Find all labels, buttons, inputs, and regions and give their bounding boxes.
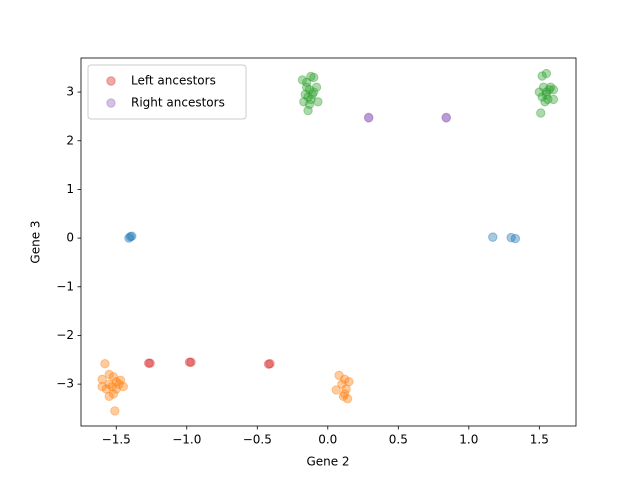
point — [104, 391, 114, 402]
point — [111, 384, 121, 394]
x-tick-label: −1.0 — [172, 433, 201, 447]
point — [186, 357, 196, 367]
point — [110, 406, 120, 416]
y-tick-label: 3 — [66, 85, 74, 99]
point — [306, 71, 316, 82]
point — [127, 231, 137, 241]
point — [340, 374, 350, 384]
point — [344, 377, 354, 387]
point — [97, 381, 107, 392]
legend-marker — [106, 98, 116, 108]
legend-label: Left ancestors — [131, 74, 216, 88]
point — [108, 389, 119, 399]
point — [541, 87, 552, 97]
x-tick-label: −1.5 — [102, 433, 131, 447]
point — [97, 374, 107, 384]
point — [104, 369, 114, 380]
point — [338, 391, 349, 402]
point — [541, 68, 552, 79]
y-tick-label: 0 — [66, 231, 74, 245]
point — [341, 384, 351, 394]
point — [111, 377, 121, 387]
x-tick-label: 0.0 — [318, 433, 337, 447]
point — [313, 97, 323, 107]
point — [334, 370, 344, 381]
point — [107, 381, 117, 392]
point — [540, 97, 550, 107]
point — [543, 94, 553, 105]
point — [510, 233, 521, 244]
point — [145, 358, 155, 368]
point — [104, 379, 114, 389]
point — [308, 72, 319, 83]
point — [311, 82, 322, 92]
point — [303, 92, 313, 102]
point — [115, 375, 126, 385]
point — [108, 372, 119, 382]
y-tick-label: −2 — [56, 328, 74, 342]
point — [537, 92, 547, 102]
x-tick-label: 1.5 — [530, 433, 549, 447]
point — [114, 379, 124, 389]
point — [300, 89, 310, 100]
point — [541, 89, 552, 100]
point — [340, 389, 350, 399]
point — [538, 82, 549, 92]
point — [184, 357, 195, 367]
legend-label: Right ancestors — [131, 96, 225, 110]
plot-frame — [80, 57, 577, 427]
point — [304, 99, 315, 109]
legend-marker — [106, 76, 116, 86]
x-axis-label: Gene 2 — [306, 455, 349, 469]
point — [337, 379, 347, 389]
point — [304, 84, 315, 95]
y-tick-label: 1 — [66, 182, 74, 196]
point — [441, 112, 451, 123]
y-tick-label: −3 — [56, 377, 74, 391]
y-axis-label: Gene 3 — [29, 220, 43, 263]
y-tick-label: 2 — [66, 133, 74, 147]
point — [306, 94, 316, 105]
x-tick-label: −0.5 — [243, 433, 272, 447]
point — [101, 384, 112, 394]
point — [488, 232, 498, 242]
point — [303, 105, 313, 116]
point — [308, 87, 319, 97]
point — [548, 84, 559, 95]
point — [299, 97, 309, 107]
point — [143, 358, 154, 368]
point — [548, 94, 559, 105]
point — [506, 232, 516, 243]
point — [331, 385, 341, 395]
point — [307, 89, 317, 100]
point — [544, 84, 554, 95]
point — [297, 75, 308, 85]
point — [363, 112, 374, 123]
point — [363, 113, 374, 123]
y-tick-label: −1 — [56, 279, 74, 293]
point — [301, 77, 312, 88]
point — [124, 233, 134, 243]
point — [263, 359, 274, 369]
point — [265, 358, 275, 369]
point — [536, 108, 546, 118]
legend-box — [87, 64, 247, 120]
point — [545, 82, 556, 92]
point — [100, 358, 110, 369]
point — [118, 381, 129, 392]
point — [534, 87, 545, 97]
point — [342, 394, 353, 404]
point — [301, 82, 312, 92]
point — [537, 71, 547, 81]
x-tick-label: 0.5 — [389, 433, 408, 447]
point — [125, 231, 136, 242]
point — [441, 113, 451, 123]
x-tick-label: 1.0 — [459, 433, 478, 447]
